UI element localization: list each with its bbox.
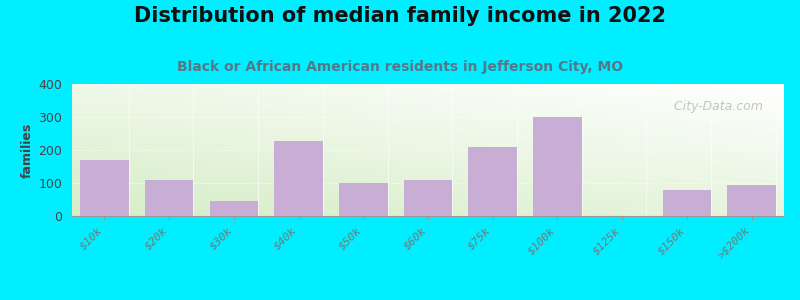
Bar (274, 141, 323, 216)
Bar (339, 183, 387, 216)
Bar (662, 190, 711, 216)
Bar (727, 184, 776, 216)
Bar (145, 180, 194, 216)
Text: Distribution of median family income in 2022: Distribution of median family income in … (134, 6, 666, 26)
Bar (210, 201, 258, 216)
Bar (404, 180, 452, 216)
Bar (533, 117, 582, 216)
Y-axis label: families: families (22, 122, 34, 178)
Text: Black or African American residents in Jefferson City, MO: Black or African American residents in J… (177, 60, 623, 74)
Bar (80, 160, 129, 216)
Bar (469, 147, 517, 216)
Text: City-Data.com: City-Data.com (666, 100, 762, 113)
